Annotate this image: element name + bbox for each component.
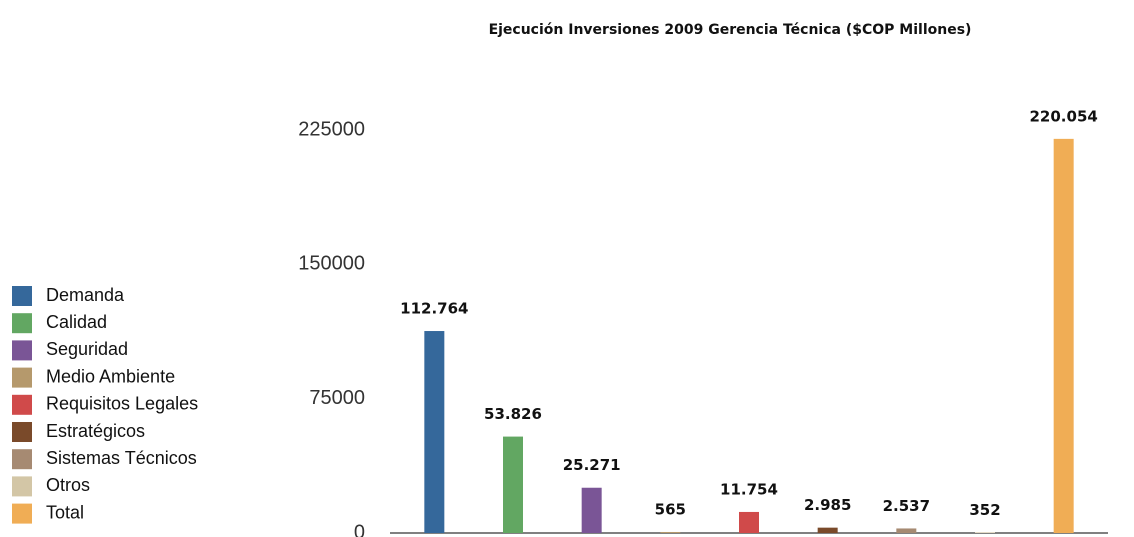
legend-swatch <box>12 367 32 388</box>
legend-label: Demanda <box>46 285 125 305</box>
bar <box>1053 138 1074 534</box>
data-label: 112.764 <box>400 300 468 318</box>
legend-label: Seguridad <box>46 339 128 359</box>
legend-label: Calidad <box>46 312 107 332</box>
bar <box>503 436 523 533</box>
bar <box>817 527 838 533</box>
data-label: 565 <box>655 500 686 518</box>
data-label: 11.754 <box>720 480 778 498</box>
legend-label: Total <box>46 502 84 522</box>
data-label: 352 <box>969 501 1000 519</box>
y-tick-label: 75000 <box>309 387 365 409</box>
legend-label: Otros <box>46 475 90 495</box>
data-label: 53.826 <box>484 405 542 423</box>
data-label: 2.985 <box>804 496 851 514</box>
data-label: 220.054 <box>1030 107 1098 125</box>
y-tick-label: 0 <box>354 521 365 537</box>
bar <box>975 532 995 533</box>
legend-swatch <box>12 340 32 361</box>
legend-swatch <box>12 313 32 334</box>
y-tick-label: 150000 <box>298 253 365 275</box>
legend-label: Estratégicos <box>46 421 145 441</box>
bar <box>424 331 445 533</box>
legend-swatch <box>12 286 32 306</box>
bar <box>896 528 917 533</box>
legend-label: Requisitos Legales <box>46 394 198 414</box>
y-tick-label: 225000 <box>298 118 365 140</box>
legend-label: Sistemas Técnicos <box>46 448 197 468</box>
legend-swatch <box>12 503 32 524</box>
chart-title: Ejecución Inversiones 2009 Gerencia Técn… <box>489 22 972 38</box>
bar <box>581 487 602 533</box>
data-label: 2.537 <box>883 497 930 515</box>
legend-label: Medio Ambiente <box>46 366 175 386</box>
legend-swatch <box>12 394 32 415</box>
bar <box>739 511 759 533</box>
legend-swatch <box>12 422 32 442</box>
legend-swatch <box>12 449 32 470</box>
legend-swatch <box>12 476 32 497</box>
bar <box>660 531 681 533</box>
data-label: 25.271 <box>563 456 621 474</box>
